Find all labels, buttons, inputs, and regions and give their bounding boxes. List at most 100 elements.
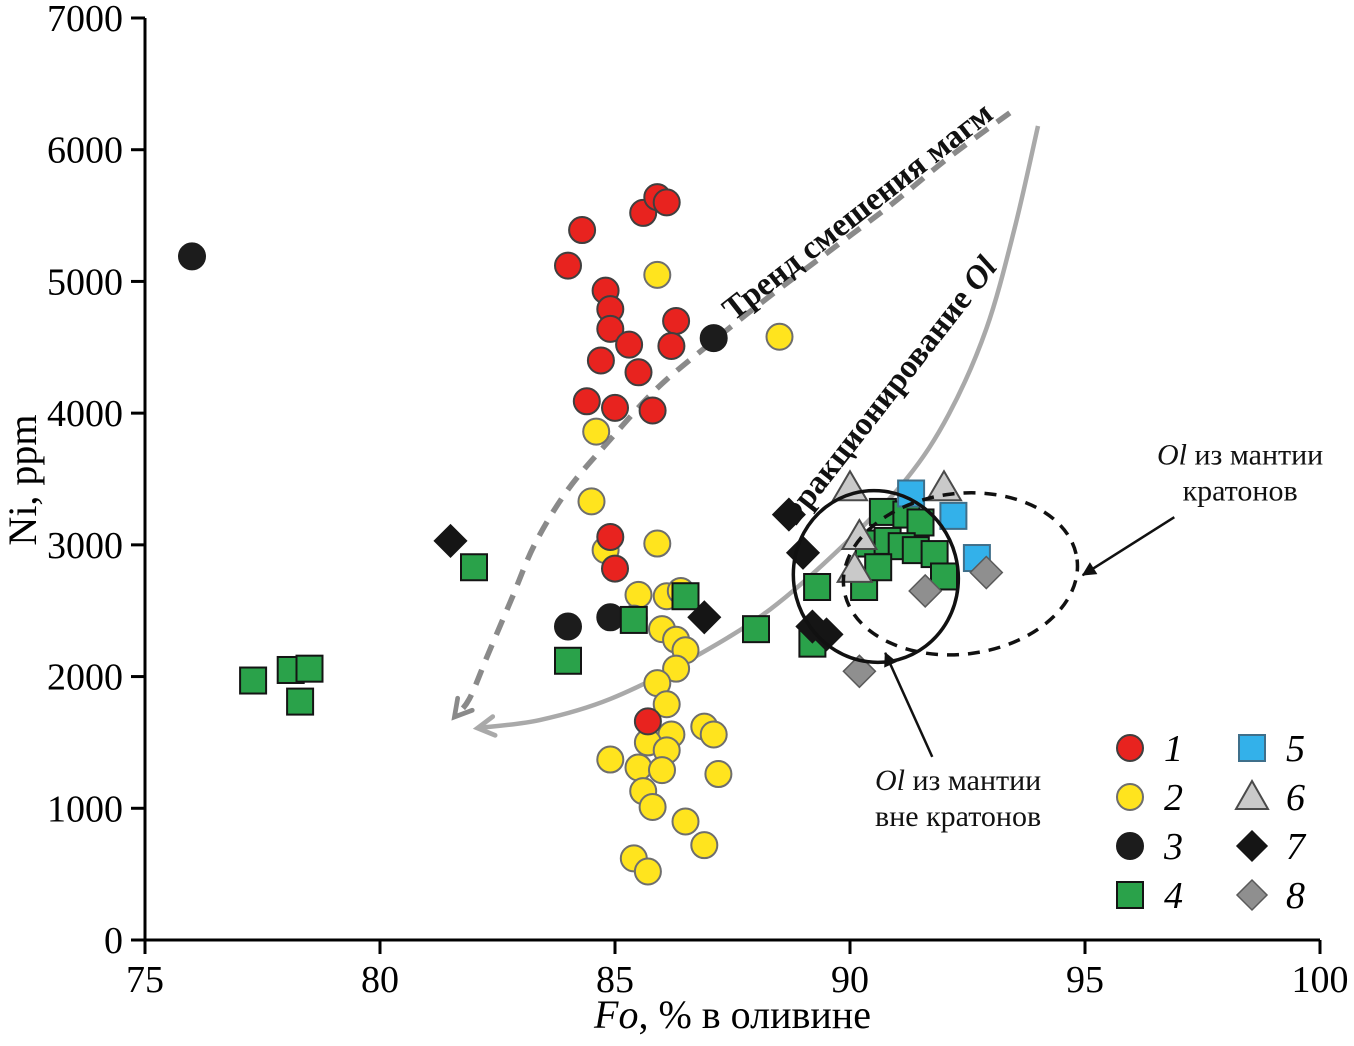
y-tick-label: 2000 — [47, 657, 123, 699]
legend-label-7: 7 — [1286, 826, 1307, 868]
data-point-series-1 — [596, 314, 625, 343]
series-3-points — [178, 242, 728, 641]
data-point-series-2 — [690, 831, 719, 860]
data-point-series-2 — [633, 857, 662, 886]
series-7-points — [433, 497, 844, 652]
data-point-series-3 — [699, 324, 728, 353]
data-point-series-1 — [572, 387, 601, 416]
x-tick-label: 90 — [831, 959, 869, 1001]
x-tick-label: 95 — [1066, 959, 1104, 1001]
data-points-layer — [178, 183, 1004, 886]
x-axis-title: Fo, % в оливине — [593, 992, 871, 1037]
data-point-series-2 — [596, 745, 625, 774]
legend-marker-7 — [1235, 829, 1269, 863]
y-tick-label: 3000 — [47, 525, 123, 567]
data-point-series-4 — [803, 573, 832, 602]
noncraton-label-arrow — [884, 651, 934, 758]
x-tick-label: 85 — [596, 959, 634, 1001]
data-point-series-4 — [619, 605, 648, 634]
y-tick-label: 4000 — [47, 393, 123, 435]
data-point-series-1 — [615, 330, 644, 359]
data-point-series-4 — [864, 553, 893, 582]
legend-label-2: 2 — [1164, 777, 1183, 819]
data-point-series-7 — [771, 497, 806, 532]
data-point-series-1 — [568, 216, 597, 245]
data-point-series-2 — [699, 720, 728, 749]
data-point-series-4 — [460, 553, 488, 582]
mixing-trend — [451, 110, 1012, 721]
legend-marker-4 — [1116, 881, 1144, 909]
data-point-series-2 — [643, 260, 672, 289]
data-point-series-6 — [840, 517, 879, 550]
data-point-series-1 — [657, 331, 686, 360]
data-point-series-1 — [596, 522, 625, 551]
x-tick-label: 80 — [361, 959, 399, 1001]
series-1-points — [554, 183, 691, 736]
legend-item-3: 3 — [1116, 826, 1183, 868]
y-tick-label: 5000 — [47, 261, 123, 303]
data-point-series-4 — [295, 654, 324, 683]
data-point-series-2 — [577, 487, 606, 516]
legend-item-8: 8 — [1235, 875, 1305, 917]
data-point-series-2 — [624, 753, 653, 782]
legend-item-2: 2 — [1116, 777, 1183, 819]
data-point-series-2 — [624, 580, 653, 609]
y-axis-title: Ni, ppm — [0, 414, 45, 545]
data-point-series-1 — [638, 396, 667, 425]
y-tick-label: 6000 — [47, 130, 123, 172]
data-point-series-7 — [785, 535, 821, 570]
legend-item-7: 7 — [1235, 826, 1307, 868]
data-point-series-4 — [239, 666, 268, 695]
legend-label-1: 1 — [1164, 728, 1183, 770]
legend-item-1: 1 — [1116, 728, 1183, 770]
data-point-series-3 — [554, 612, 582, 641]
data-point-series-5 — [939, 501, 968, 530]
data-point-series-1 — [554, 251, 582, 280]
data-point-series-4 — [554, 646, 582, 675]
legend-label-3: 3 — [1163, 826, 1183, 868]
data-point-series-4 — [286, 687, 315, 716]
data-point-series-8 — [969, 555, 1004, 590]
data-point-series-2 — [671, 807, 700, 836]
legend-marker-2 — [1116, 783, 1144, 811]
craton-label-line1: Ol из мантии — [1157, 439, 1323, 472]
data-point-series-8 — [908, 573, 943, 609]
legend-item-4: 4 — [1116, 875, 1183, 917]
data-point-series-1 — [601, 554, 629, 583]
data-point-series-2 — [638, 792, 667, 821]
craton-label-line2: кратонов — [1183, 475, 1298, 508]
legend-marker-5 — [1238, 734, 1266, 762]
legend-item-6: 6 — [1234, 777, 1305, 819]
data-point-series-1 — [601, 393, 629, 422]
data-point-series-1 — [662, 306, 691, 335]
noncraton-label-line2: вне кратонов — [875, 800, 1041, 833]
data-point-series-2 — [648, 756, 676, 785]
data-point-series-2 — [582, 417, 611, 446]
data-point-series-1 — [652, 188, 681, 217]
data-point-series-7 — [433, 523, 468, 558]
data-point-series-3 — [596, 603, 625, 632]
data-point-series-6 — [835, 550, 874, 583]
y-tick-label: 1000 — [47, 788, 123, 830]
y-tick-label: 0 — [104, 920, 123, 962]
data-point-series-2 — [704, 760, 733, 789]
legend-label-8: 8 — [1286, 875, 1305, 917]
data-point-series-2 — [765, 322, 794, 351]
legend-label-5: 5 — [1286, 728, 1305, 770]
data-point-series-1 — [624, 358, 653, 387]
data-point-series-1 — [586, 346, 615, 375]
data-point-series-4 — [742, 615, 770, 644]
legend-label-6: 6 — [1286, 777, 1305, 819]
legend-marker-1 — [1116, 734, 1144, 762]
legend-label-4: 4 — [1164, 875, 1183, 917]
data-point-series-7 — [687, 600, 722, 635]
legend-item-5: 5 — [1238, 728, 1305, 770]
legend-marker-3 — [1116, 832, 1144, 860]
data-point-series-2 — [662, 654, 691, 683]
data-point-series-2 — [652, 690, 681, 719]
x-tick-label: 100 — [1292, 959, 1349, 1001]
legend-marker-8 — [1235, 878, 1269, 912]
